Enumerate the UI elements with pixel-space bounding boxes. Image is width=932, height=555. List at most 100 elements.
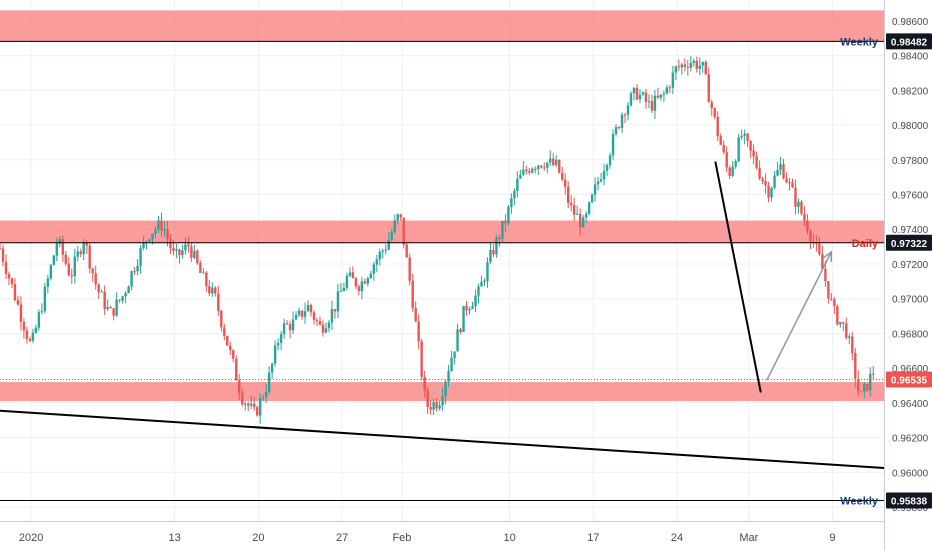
candle-body (653, 95, 657, 111)
weekly-top-zone (0, 10, 884, 42)
candle-body (740, 135, 743, 138)
candle-body (255, 407, 259, 416)
candle-body (363, 281, 367, 284)
candle-body (680, 64, 684, 68)
x-tick-label: 24 (671, 532, 683, 544)
candle-body (758, 167, 761, 179)
candle-body (321, 324, 325, 333)
candle-body (76, 251, 79, 257)
candle-body (462, 305, 465, 332)
descending-line (714, 161, 762, 393)
daily-price-box (886, 234, 932, 251)
candle-body (719, 136, 722, 145)
candle-body (555, 159, 558, 166)
candle-body (713, 108, 716, 117)
candle-body (480, 281, 483, 287)
candle-body (348, 272, 352, 276)
candle-body (426, 390, 429, 408)
candle-body (432, 401, 435, 410)
candle-body (456, 329, 459, 352)
candle-body (528, 171, 531, 173)
y-tick-label: 0.95800 (892, 503, 929, 514)
x-tick-label: 2020 (19, 532, 43, 544)
candle-body (599, 179, 603, 182)
y-tick-label: 0.96600 (892, 364, 929, 375)
candle-body (620, 114, 624, 129)
candle-body (351, 272, 355, 279)
candle-body (854, 353, 857, 379)
candle-body (232, 350, 235, 359)
candle-body (662, 93, 666, 95)
projection-arrow-head (822, 250, 833, 262)
candle-body (623, 114, 627, 116)
candle-body (821, 254, 824, 269)
candle-body (139, 247, 142, 266)
candle-body (229, 345, 232, 351)
candle-body (79, 251, 82, 255)
candle-body (776, 169, 779, 176)
candle-body (510, 198, 513, 207)
candle-body (435, 401, 438, 409)
candle-body (779, 164, 782, 170)
candle-body (106, 307, 109, 310)
candle-body (324, 328, 328, 333)
zones-layer (0, 10, 884, 402)
candle-body (632, 87, 636, 94)
candle-body (381, 250, 384, 252)
candle-body (405, 244, 408, 258)
candle-body (115, 299, 118, 316)
long-support-line (0, 409, 885, 470)
candle-body (306, 304, 310, 312)
y-tick-label: 0.97000 (892, 295, 929, 306)
candle-body (384, 249, 387, 251)
candle-body (285, 323, 289, 325)
candle-body (785, 178, 788, 183)
candle-body (58, 239, 62, 244)
candle-body (608, 155, 612, 166)
candle-body (830, 298, 833, 300)
candle-body (872, 373, 875, 375)
candle-body (279, 334, 283, 344)
candle-body (833, 299, 836, 307)
candle-body (423, 376, 426, 391)
candle-body (420, 341, 423, 377)
candle-body (241, 392, 244, 405)
candle-body (312, 312, 316, 320)
candle-body (522, 169, 525, 175)
candle-body (587, 202, 591, 214)
candle-body (163, 229, 166, 231)
candle-body (791, 182, 794, 188)
candle-body (716, 116, 719, 137)
candle-body (178, 249, 181, 256)
candle-body (770, 187, 773, 198)
candle-body (471, 306, 474, 309)
candle-body (674, 66, 678, 73)
candle-body (707, 74, 710, 103)
candle-body (366, 278, 370, 284)
candle-body (848, 336, 851, 338)
candle-body (584, 213, 588, 218)
candle-body (88, 245, 91, 269)
candle-body (67, 263, 70, 276)
candle-body (851, 336, 854, 354)
candle-body (25, 330, 29, 339)
candle-body (309, 304, 313, 313)
candle-body (525, 169, 528, 172)
candle-body (339, 290, 343, 292)
candle-body (794, 187, 797, 207)
candle-body (387, 239, 390, 250)
candle-body (483, 281, 486, 283)
current-price-value: 0.96535 (891, 375, 928, 386)
candle-body (97, 284, 100, 293)
candle-body (866, 383, 869, 391)
candle-body (13, 283, 17, 301)
candle-body (552, 158, 555, 166)
candle-body (250, 403, 253, 406)
candle-body (797, 201, 800, 207)
candle-body (558, 159, 561, 173)
candle-body (468, 308, 471, 311)
candle-body (55, 243, 59, 256)
candle-body (519, 174, 522, 179)
